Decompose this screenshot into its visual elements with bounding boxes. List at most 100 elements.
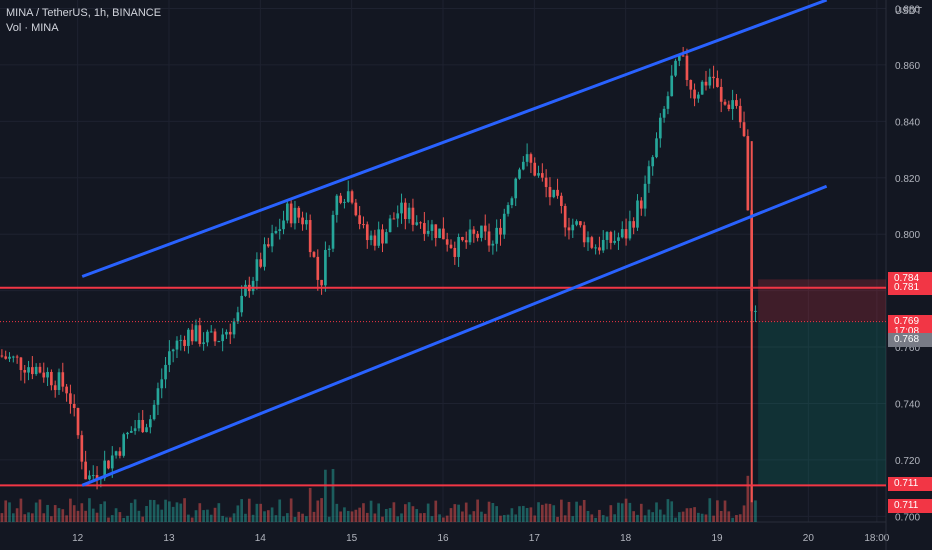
volume-bar [563, 515, 567, 522]
candle-body [579, 221, 582, 226]
volume-bar [716, 500, 719, 522]
candle-body [457, 236, 460, 257]
volume-bar [206, 509, 209, 522]
candle-body [289, 203, 293, 224]
candle-body [354, 202, 358, 216]
volume-bar [388, 508, 392, 522]
y-tick-label: 0.880 [895, 4, 920, 15]
volume-bar [658, 509, 662, 522]
volume-bar [175, 502, 179, 522]
volume-bar [221, 515, 224, 522]
candle-body [110, 455, 114, 469]
volume-bar [373, 513, 377, 522]
candle-body [548, 187, 552, 198]
candle-body [438, 228, 441, 238]
candle-body [4, 356, 8, 359]
volume-bar [510, 508, 514, 522]
candle-body [103, 460, 106, 479]
volume-bar [544, 503, 548, 522]
volume-title[interactable]: Vol · MINA [6, 22, 59, 34]
volume-bar [69, 498, 72, 522]
volume-bar [114, 508, 118, 522]
volume-bar [46, 504, 49, 522]
candle-body [678, 55, 681, 61]
candle-body [282, 220, 285, 230]
volume-bar [61, 509, 65, 522]
volume-bar [99, 504, 103, 522]
volume-bar [681, 511, 685, 522]
volume-bar [442, 517, 445, 522]
axis-unit: USDT [894, 6, 922, 17]
candle-body [442, 228, 445, 240]
volume-bar [647, 509, 651, 522]
candle-body [727, 104, 731, 110]
candle-body [586, 237, 590, 243]
volume-bar [251, 514, 255, 522]
candle-body [544, 177, 548, 188]
volume-bar [42, 513, 46, 522]
volume-bar [735, 515, 738, 522]
volume-bar [194, 510, 198, 522]
candle-body [301, 217, 304, 225]
volume-bar [148, 499, 152, 522]
chart-legend: MINA / TetherUS, 1h, BINANCE Vol · MINA [6, 6, 161, 36]
candle-body [183, 339, 186, 346]
candle-body [537, 173, 540, 176]
volume-bar [4, 500, 8, 522]
volume-bar [643, 515, 647, 522]
x-tick-label: 19 [711, 533, 723, 544]
volume-bar [632, 511, 636, 522]
price-tag: 0.768 [888, 333, 932, 347]
candle-body [76, 407, 80, 436]
volume-bar [339, 511, 342, 522]
candle-body [324, 249, 327, 286]
volume-bar [590, 514, 594, 522]
candle-body [693, 89, 696, 99]
volume-bar [38, 499, 42, 522]
volume-bar [266, 510, 270, 522]
candle-body [145, 427, 148, 433]
candle-body [168, 351, 171, 365]
take-profit-zone [758, 321, 886, 486]
volume-bar [23, 514, 27, 522]
candle-body [651, 157, 655, 167]
volume-bar [369, 500, 373, 522]
volume-bar [624, 498, 628, 522]
candle-body [350, 191, 354, 203]
volume-bar [19, 498, 23, 522]
volume-bar [145, 505, 148, 522]
volume-bar [240, 499, 244, 522]
volume-bar [423, 513, 426, 522]
volume-bar [651, 512, 655, 522]
candle-body [19, 357, 23, 371]
volume-bar [27, 512, 30, 522]
candle-body [639, 200, 643, 209]
candle-body [601, 239, 605, 251]
y-tick-label: 0.820 [895, 174, 920, 185]
candle-body [525, 154, 529, 162]
volume-bar [286, 513, 289, 522]
symbol-title[interactable]: MINA / TetherUS, 1h, BINANCE [6, 7, 162, 19]
volume-bar [407, 502, 411, 522]
volume-bar [594, 517, 597, 522]
candle-body [445, 239, 449, 245]
x-tick-label: 12 [72, 533, 84, 544]
volume-bar [301, 513, 304, 522]
candle-body [464, 240, 468, 243]
volume-bar [297, 511, 301, 522]
candle-body [31, 367, 34, 375]
candle-body [118, 451, 122, 456]
volume-bar [491, 502, 495, 522]
candle-body [453, 247, 457, 257]
volume-bar [327, 516, 331, 522]
candle-body [320, 279, 323, 286]
candle-body [251, 280, 255, 292]
candle-body [388, 218, 392, 233]
volume-bar [65, 515, 68, 522]
volume-bar [472, 511, 476, 522]
candle-body [384, 232, 388, 244]
candle-body [541, 173, 544, 178]
x-tick-label: 14 [255, 533, 267, 544]
volume-bar [343, 507, 346, 522]
